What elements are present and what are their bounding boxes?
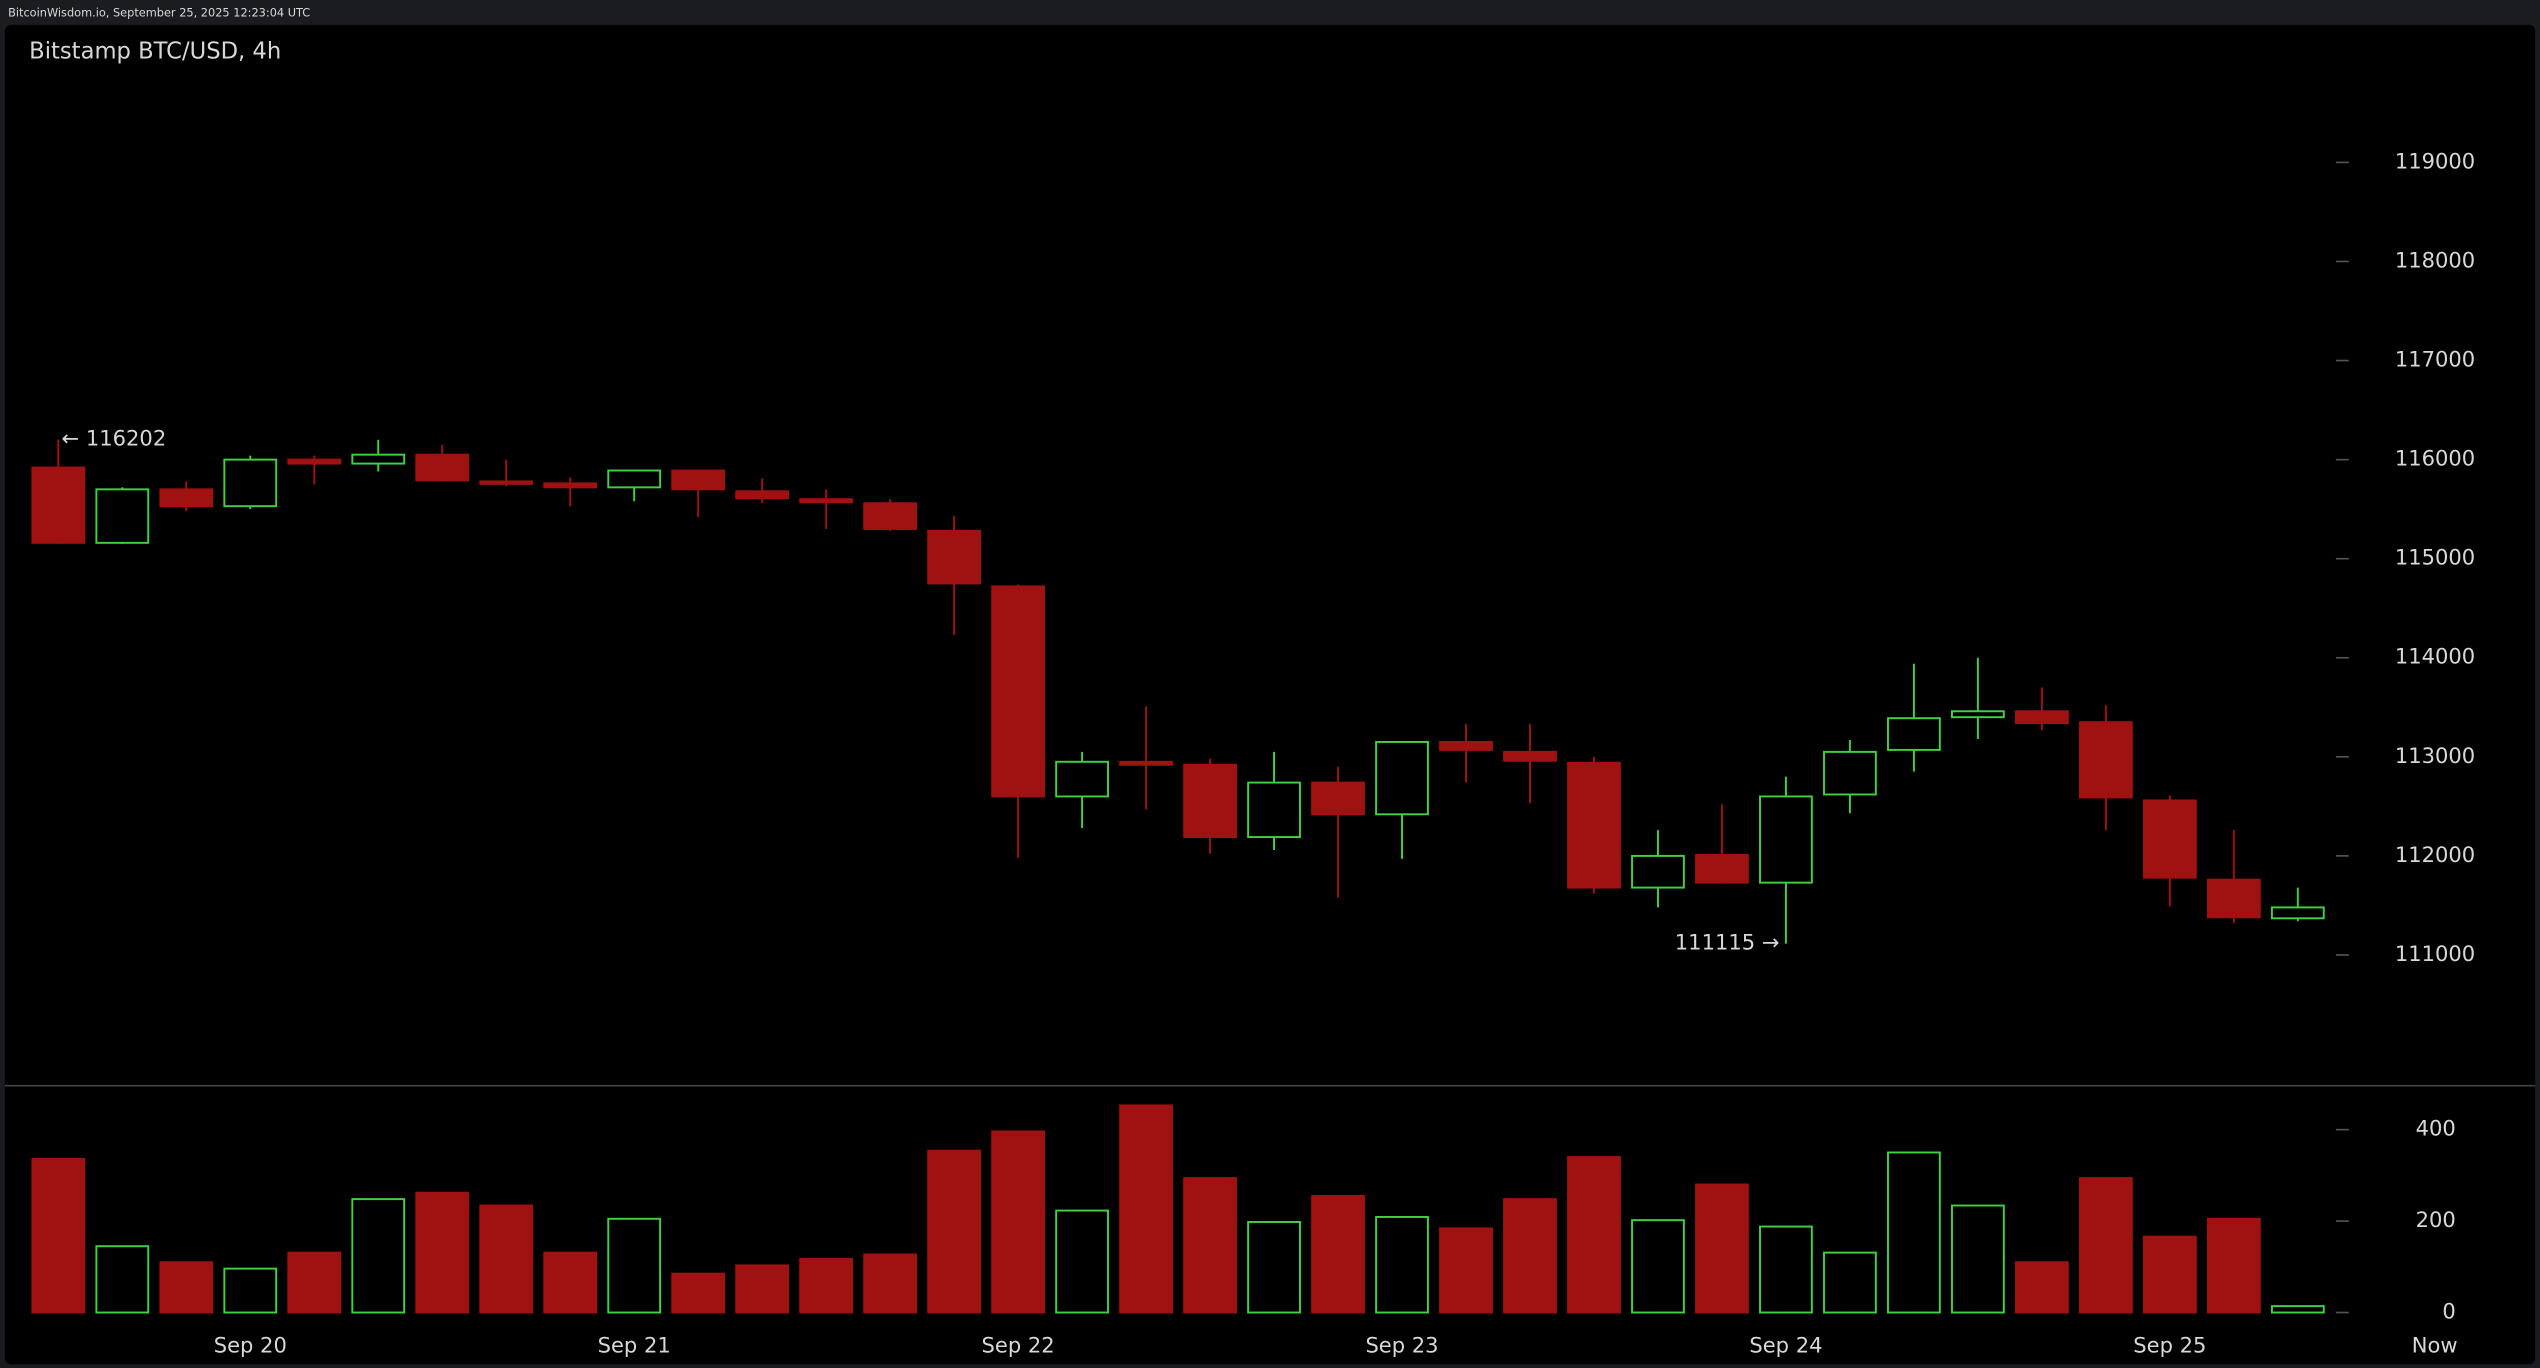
candle-body: [2142, 799, 2197, 879]
candle-body: [95, 488, 150, 544]
candle-body: [1503, 750, 1557, 762]
candle-body: [1823, 750, 1877, 796]
candle-body: [223, 458, 278, 508]
candle-body: [479, 480, 534, 485]
volume-bar: [799, 1258, 854, 1314]
candle-body: [287, 458, 342, 465]
volume-bar: [1311, 1194, 1365, 1314]
volume-bar: [95, 1245, 150, 1314]
candle-body: [863, 502, 918, 530]
low-annotation: 111115 →: [1675, 930, 1780, 955]
volume-tick-label: 400: [2416, 1116, 2456, 1141]
volume-bar: [2014, 1261, 2069, 1314]
y-tick-label: 118000: [2395, 247, 2475, 272]
volume-bar: [2206, 1217, 2261, 1314]
x-tick-label: Sep 21: [598, 1333, 671, 1358]
volume-bar: [1887, 1151, 1941, 1314]
candle-body: [1311, 781, 1365, 816]
candle-body: [1759, 795, 1813, 884]
volume-bar: [351, 1198, 406, 1314]
x-tick-label: Sep 25: [2133, 1333, 2206, 1358]
volume-bar: [1247, 1221, 1301, 1314]
volume-tick-label: 0: [2442, 1299, 2455, 1324]
chart-title: Bitstamp BTC/USD, 4h: [29, 39, 281, 65]
volume-bar: [1759, 1225, 1813, 1314]
candle-body: [1247, 781, 1301, 839]
volume-bar: [1439, 1227, 1493, 1314]
volume-bar: [479, 1204, 534, 1314]
volume-bar: [927, 1149, 982, 1314]
y-tick-label: 111000: [2395, 941, 2475, 966]
candle-body: [2270, 906, 2325, 920]
candle-body: [927, 529, 982, 585]
candle-body: [415, 453, 470, 482]
volume-bar: [1503, 1198, 1557, 1314]
x-tick-label: Sep 23: [1365, 1333, 1438, 1358]
volume-bar: [1119, 1104, 1173, 1314]
x-tick-label: Sep 24: [1749, 1333, 1822, 1358]
y-tick-label: 117000: [2395, 347, 2475, 372]
candle-body: [2078, 721, 2133, 799]
candle-body: [1631, 854, 1685, 889]
now-label: Now: [2412, 1333, 2458, 1358]
x-tick-label: Sep 20: [214, 1333, 287, 1358]
volume-tick-label: 200: [2416, 1207, 2456, 1232]
volume-bar: [1183, 1177, 1237, 1314]
volume-bar: [1631, 1219, 1685, 1314]
y-tick-label: 113000: [2395, 743, 2475, 768]
candle-body: [1567, 761, 1621, 889]
candle-body: [1055, 760, 1109, 798]
volume-bar: [991, 1130, 1045, 1314]
volume-bar: [415, 1191, 470, 1314]
high-annotation: ← 116202: [62, 426, 167, 451]
volume-bar: [223, 1267, 278, 1314]
header: BitcoinWisdom.io, September 25, 2025 12:…: [8, 5, 310, 19]
y-tick-label: 116000: [2395, 446, 2475, 471]
candle-body: [799, 498, 854, 504]
volume-bar: [287, 1251, 342, 1314]
candle-body: [735, 490, 790, 500]
candle-body: [2014, 710, 2069, 725]
y-tick-label: 115000: [2395, 545, 2475, 570]
candle-body: [1119, 760, 1173, 766]
candle-body: [991, 585, 1045, 798]
volume-bar: [2142, 1235, 2197, 1314]
volume-bar: [2270, 1305, 2325, 1314]
candle-body: [1695, 853, 1749, 884]
volume-bar: [1055, 1209, 1109, 1314]
volume-bar: [735, 1264, 790, 1314]
candle-body: [2206, 878, 2261, 919]
volume-bar: [671, 1272, 726, 1314]
candle-body: [1951, 710, 2005, 719]
candle-body: [31, 466, 86, 544]
volume-bar: [1567, 1156, 1621, 1314]
candle-body: [1375, 740, 1429, 816]
volume-bar: [31, 1157, 86, 1314]
y-tick-label: 112000: [2395, 842, 2475, 867]
candle-body: [351, 453, 406, 465]
volume-bar: [159, 1261, 214, 1314]
candle-body: [1887, 717, 1941, 751]
x-tick-label: Sep 22: [982, 1333, 1055, 1358]
volume-bar: [1375, 1215, 1429, 1314]
panel: [4, 24, 2536, 1365]
volume-bar: [2078, 1177, 2133, 1314]
candle-body: [1439, 740, 1493, 751]
candle-body: [671, 469, 726, 491]
volume-bar: [543, 1251, 598, 1314]
candle-body: [607, 469, 662, 489]
y-tick-label: 119000: [2395, 148, 2475, 173]
y-tick-label: 114000: [2395, 644, 2475, 669]
candle-body: [159, 488, 214, 508]
volume-bar: [1823, 1251, 1877, 1314]
candle-body: [1183, 763, 1237, 839]
volume-bar: [1695, 1183, 1749, 1314]
volume-bar: [607, 1217, 662, 1314]
candle-body: [543, 482, 598, 489]
volume-bar: [863, 1253, 918, 1314]
volume-bar: [1951, 1204, 2005, 1314]
